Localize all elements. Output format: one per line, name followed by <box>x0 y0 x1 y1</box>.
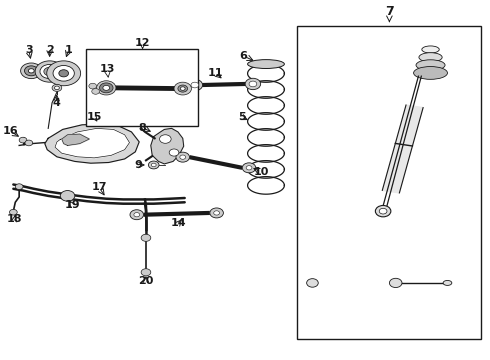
Text: 6: 6 <box>239 51 247 61</box>
Text: 14: 14 <box>171 218 187 228</box>
Circle shape <box>52 84 62 91</box>
Circle shape <box>148 161 159 169</box>
Ellipse shape <box>414 67 447 79</box>
Text: 9: 9 <box>135 160 143 170</box>
Text: 13: 13 <box>100 64 116 74</box>
Circle shape <box>59 70 69 77</box>
Circle shape <box>40 64 59 78</box>
Circle shape <box>19 137 27 143</box>
Text: 5: 5 <box>238 112 245 122</box>
Circle shape <box>178 85 188 92</box>
Polygon shape <box>382 105 423 193</box>
Circle shape <box>103 85 110 90</box>
Circle shape <box>92 89 99 94</box>
Text: 15: 15 <box>87 112 102 122</box>
Text: 4: 4 <box>52 99 60 108</box>
Circle shape <box>130 210 144 220</box>
Circle shape <box>21 63 42 78</box>
Circle shape <box>191 82 199 88</box>
Bar <box>297 26 481 339</box>
Text: 11: 11 <box>207 68 223 78</box>
Text: 1: 1 <box>65 45 73 55</box>
Text: 18: 18 <box>6 214 22 224</box>
Circle shape <box>141 234 151 241</box>
Circle shape <box>28 69 34 73</box>
Circle shape <box>246 166 252 170</box>
Text: 7: 7 <box>385 5 394 18</box>
Ellipse shape <box>443 280 452 285</box>
Ellipse shape <box>247 60 284 68</box>
Circle shape <box>180 87 185 90</box>
Polygon shape <box>45 124 139 163</box>
Circle shape <box>180 155 186 159</box>
Circle shape <box>187 79 202 91</box>
Circle shape <box>379 208 387 214</box>
Text: 20: 20 <box>138 276 154 286</box>
Circle shape <box>375 206 391 217</box>
Circle shape <box>242 163 256 173</box>
Text: 3: 3 <box>25 45 33 55</box>
Circle shape <box>151 163 156 167</box>
Circle shape <box>160 135 171 143</box>
Circle shape <box>47 61 81 86</box>
Bar <box>86 49 198 126</box>
Circle shape <box>307 279 318 287</box>
Text: 12: 12 <box>135 38 150 48</box>
Ellipse shape <box>422 46 439 53</box>
Circle shape <box>174 82 192 95</box>
Circle shape <box>15 184 23 189</box>
Circle shape <box>390 278 402 288</box>
Circle shape <box>24 66 38 76</box>
Circle shape <box>134 212 140 217</box>
Circle shape <box>53 66 74 81</box>
Polygon shape <box>55 129 129 158</box>
Circle shape <box>245 78 261 90</box>
Text: 8: 8 <box>139 123 147 132</box>
Circle shape <box>249 81 257 87</box>
Circle shape <box>54 86 59 90</box>
Circle shape <box>176 152 190 162</box>
Text: 16: 16 <box>2 126 18 136</box>
Circle shape <box>25 140 33 146</box>
Circle shape <box>9 210 17 215</box>
Ellipse shape <box>419 53 442 62</box>
Circle shape <box>44 67 55 76</box>
Circle shape <box>60 190 75 201</box>
Circle shape <box>35 61 64 82</box>
Circle shape <box>214 211 220 215</box>
Polygon shape <box>151 129 184 164</box>
Circle shape <box>210 208 223 218</box>
Text: 19: 19 <box>65 200 80 210</box>
Circle shape <box>141 269 151 276</box>
Circle shape <box>97 81 116 95</box>
Ellipse shape <box>416 60 445 71</box>
Text: 10: 10 <box>253 167 269 177</box>
Circle shape <box>169 149 179 156</box>
Circle shape <box>89 83 97 89</box>
Circle shape <box>99 83 113 93</box>
Text: 17: 17 <box>91 183 107 192</box>
Text: 2: 2 <box>46 45 53 55</box>
Polygon shape <box>62 134 89 145</box>
